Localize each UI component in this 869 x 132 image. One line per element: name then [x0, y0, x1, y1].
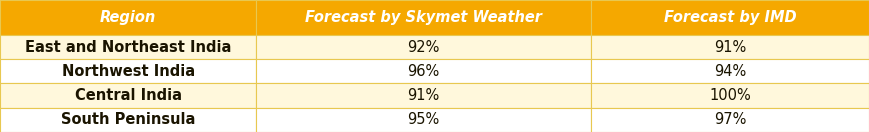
- Text: Forecast by Skymet Weather: Forecast by Skymet Weather: [305, 10, 542, 25]
- Bar: [0, 0, 256, 35]
- Text: South Peninsula: South Peninsula: [61, 112, 196, 127]
- Bar: [0, 108, 256, 132]
- Text: Forecast by IMD: Forecast by IMD: [664, 10, 796, 25]
- Text: 91%: 91%: [408, 88, 440, 103]
- Text: Northwest India: Northwest India: [62, 64, 195, 79]
- Bar: [591, 108, 869, 132]
- Bar: [256, 0, 591, 35]
- Bar: [256, 108, 591, 132]
- Bar: [256, 84, 591, 108]
- Bar: [256, 35, 591, 59]
- Text: 92%: 92%: [408, 40, 440, 55]
- Text: East and Northeast India: East and Northeast India: [25, 40, 231, 55]
- Text: 97%: 97%: [713, 112, 746, 127]
- Text: 96%: 96%: [408, 64, 440, 79]
- Text: Region: Region: [100, 10, 156, 25]
- Bar: [0, 59, 256, 84]
- Bar: [256, 59, 591, 84]
- Bar: [0, 35, 256, 59]
- Text: 91%: 91%: [713, 40, 746, 55]
- Text: Central India: Central India: [75, 88, 182, 103]
- Text: 94%: 94%: [713, 64, 746, 79]
- Bar: [591, 59, 869, 84]
- Text: 95%: 95%: [408, 112, 440, 127]
- Bar: [591, 0, 869, 35]
- Bar: [0, 84, 256, 108]
- Text: 100%: 100%: [709, 88, 751, 103]
- Bar: [591, 84, 869, 108]
- Bar: [591, 35, 869, 59]
